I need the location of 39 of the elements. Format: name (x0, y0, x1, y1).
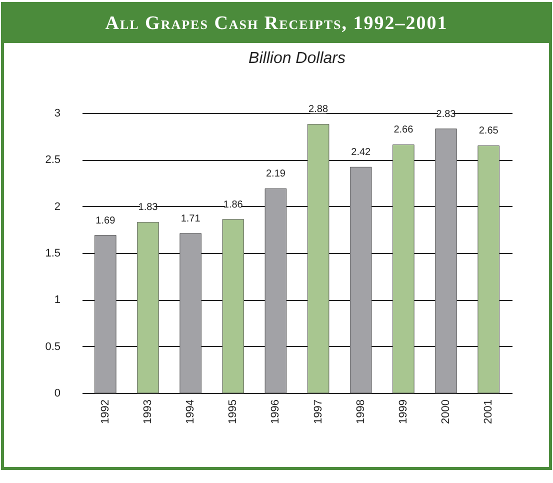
bar (180, 233, 202, 394)
x-tick-label: 1996 (270, 400, 282, 424)
data-label: 1.86 (223, 199, 244, 210)
bar (435, 128, 457, 394)
x-tick-label: 1998 (354, 400, 367, 424)
data-label: 2.42 (351, 147, 372, 158)
data-label: 2.65 (478, 126, 499, 137)
data-label: 2.66 (394, 124, 414, 136)
data-label: 1.71 (180, 213, 201, 224)
data-label: 2.88 (308, 104, 328, 116)
x-tick-label: 1999 (397, 400, 410, 424)
y-tick-label: 1 (54, 294, 60, 306)
bar (137, 222, 159, 394)
chart-subtitle: Billion Dollars (248, 50, 346, 68)
x-tick-label: 1992 (99, 400, 112, 424)
x-tick-label: 1994 (184, 400, 197, 424)
y-tick-label: 0.5 (45, 340, 60, 353)
x-tick-label: 1995 (227, 400, 240, 424)
y-tick-label: 0 (54, 388, 60, 400)
data-label: 2.19 (266, 168, 286, 180)
data-label: 1.69 (96, 215, 116, 226)
y-tick-label: 1.5 (45, 248, 60, 260)
data-label: 2.83 (436, 108, 456, 120)
bar (350, 166, 372, 394)
bar (307, 124, 330, 394)
bar (478, 145, 500, 394)
x-tick-label: 2001 (482, 400, 495, 424)
bar (222, 219, 244, 394)
x-tick-label: 2000 (440, 400, 452, 424)
bar (94, 235, 116, 394)
bar (392, 144, 414, 394)
x-tick-label: 1997 (312, 400, 324, 424)
bar (264, 188, 287, 394)
data-label: 1.83 (138, 202, 158, 214)
y-tick-label: 3 (54, 108, 60, 120)
y-tick-label: 2.5 (45, 154, 60, 166)
chart-title: All Grapes Cash Receipts, 1992–2001 (4, 5, 549, 43)
y-tick-label: 2 (54, 200, 60, 213)
x-tick-label: 1993 (142, 400, 154, 424)
